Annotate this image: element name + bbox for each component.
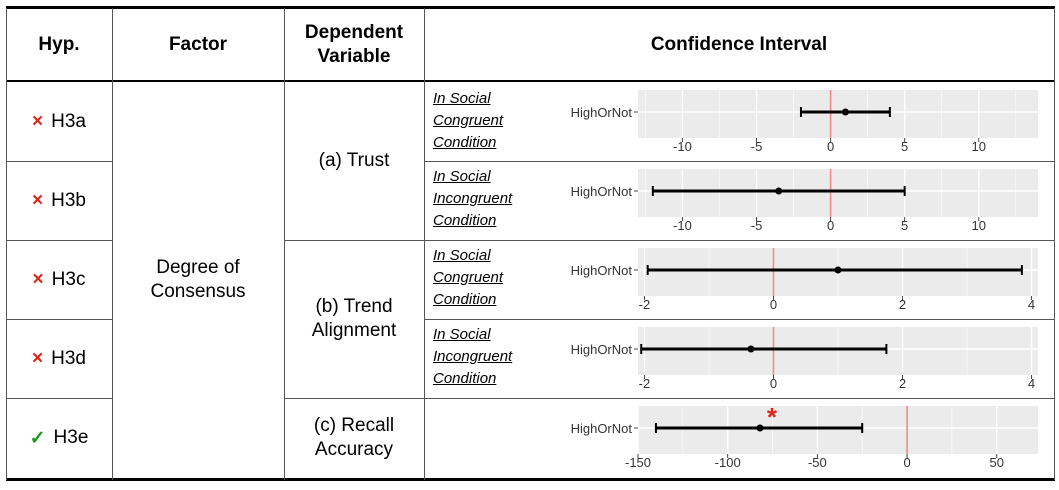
row-divider bbox=[6, 240, 112, 241]
condition-label: In Social Congruent Condition bbox=[433, 247, 504, 308]
rejected-icon: × bbox=[32, 347, 44, 369]
x-tick-label: -2 bbox=[639, 297, 651, 312]
point-estimate bbox=[747, 345, 755, 353]
point-estimate bbox=[841, 108, 849, 116]
x-tick-label: 0 bbox=[770, 376, 777, 391]
rejected-icon: × bbox=[32, 268, 44, 290]
ci-plot-svg: HighOrNot -2 0 2 4 bbox=[571, 248, 1038, 312]
plot-panel bbox=[638, 406, 1038, 454]
y-tick-label: HighOrNot bbox=[571, 105, 633, 120]
x-tick-label: 4 bbox=[1028, 297, 1035, 312]
x-tick-label: -150 bbox=[625, 455, 651, 470]
x-tick-label: 5 bbox=[901, 218, 908, 233]
ci-plot-svg: HighOrNot -2 0 2 4 bbox=[571, 327, 1038, 391]
y-tick-label: HighOrNot bbox=[571, 421, 633, 436]
ci-plot-h3b: HighOrNot -10 -5 0 5 10 bbox=[546, 167, 1038, 235]
row-divider bbox=[6, 319, 112, 320]
ci-plot-h3a: HighOrNot -10 -5 0 5 10 bbox=[546, 88, 1038, 156]
row-divider bbox=[6, 161, 112, 162]
header-bottom-rule bbox=[6, 80, 1055, 82]
point-estimate bbox=[775, 187, 783, 195]
rejected-icon: × bbox=[32, 189, 44, 211]
x-tick-label: -5 bbox=[751, 139, 763, 154]
x-tick-label: 0 bbox=[827, 218, 834, 233]
x-tick-label: 4 bbox=[1028, 376, 1035, 391]
x-tick-label: 5 bbox=[901, 139, 908, 154]
row-divider bbox=[6, 398, 112, 399]
dv-trend-alignment: (b) Trend Alignment bbox=[311, 296, 397, 341]
row-divider bbox=[284, 398, 1055, 399]
x-tick-label: -2 bbox=[639, 376, 651, 391]
condition-label: In Social Incongruent Condition bbox=[433, 168, 513, 229]
col-divider bbox=[6, 8, 7, 480]
significance-star: * bbox=[767, 402, 778, 432]
point-estimate bbox=[834, 266, 842, 274]
hyp-h3d: × H3d bbox=[32, 347, 86, 369]
condition-label: In Social Congruent Condition bbox=[433, 90, 504, 151]
x-tick-label: 10 bbox=[972, 218, 986, 233]
factor-cell: Degree of Consensus bbox=[150, 257, 246, 302]
x-tick-label: -50 bbox=[808, 455, 827, 470]
y-tick-label: HighOrNot bbox=[571, 263, 633, 278]
check-icon: ✓ bbox=[29, 427, 46, 449]
x-tick-label: 50 bbox=[990, 455, 1004, 470]
table-bottom-rule bbox=[6, 478, 1055, 481]
col-divider bbox=[284, 8, 285, 480]
hyp-h3b: × H3b bbox=[32, 189, 86, 211]
ci-plot-h3c: HighOrNot -2 0 2 4 bbox=[546, 246, 1038, 314]
x-tick-label: -10 bbox=[673, 218, 692, 233]
x-tick-label: -100 bbox=[715, 455, 741, 470]
x-tick-label: 2 bbox=[899, 376, 906, 391]
x-tick-label: 0 bbox=[903, 455, 910, 470]
dv-recall-accuracy: (c) Recall Accuracy bbox=[313, 415, 395, 460]
rejected-icon: × bbox=[32, 110, 44, 132]
y-tick-label: HighOrNot bbox=[571, 342, 633, 357]
x-tick-label: 0 bbox=[827, 139, 834, 154]
col-divider bbox=[112, 8, 113, 480]
row-divider bbox=[424, 161, 1055, 162]
x-tick-label: -10 bbox=[673, 139, 692, 154]
x-tick-label: 2 bbox=[899, 297, 906, 312]
header-dependent-variable: Dependent Variable bbox=[304, 21, 404, 67]
point-estimate bbox=[756, 424, 764, 432]
ci-plot-svg: HighOrNot -150 -100 -50 0 50 * bbox=[571, 402, 1038, 470]
col-divider bbox=[424, 8, 425, 480]
x-tick-label: 0 bbox=[770, 297, 777, 312]
condition-label: In Social Incongruent Condition bbox=[433, 326, 513, 387]
y-tick-label: HighOrNot bbox=[571, 184, 633, 199]
ci-plot-svg: HighOrNot -10 -5 0 5 10 bbox=[571, 169, 1038, 233]
dv-trust: (a) Trust bbox=[318, 150, 390, 171]
x-tick-label: -5 bbox=[751, 218, 763, 233]
hyp-h3c: × H3c bbox=[32, 268, 86, 290]
ci-plot-h3e: HighOrNot -150 -100 -50 0 50 * bbox=[546, 402, 1038, 472]
header-confidence-interval: Confidence Interval bbox=[650, 33, 828, 55]
header-factor: Factor bbox=[168, 33, 228, 55]
ci-plot-h3d: HighOrNot -2 0 2 4 bbox=[546, 325, 1038, 393]
row-divider bbox=[424, 319, 1055, 320]
table-top-rule bbox=[6, 6, 1055, 9]
plot-panel bbox=[638, 90, 1038, 138]
header-hyp: Hyp. bbox=[38, 33, 80, 55]
col-divider bbox=[1054, 8, 1055, 480]
row-divider bbox=[284, 240, 1055, 241]
hyp-h3a: × H3a bbox=[32, 110, 86, 132]
x-tick-label: 10 bbox=[972, 139, 986, 154]
plot-panel bbox=[638, 169, 1038, 217]
hyp-h3e: ✓ H3e bbox=[29, 427, 89, 449]
ci-plot-svg: HighOrNot -10 -5 0 5 10 bbox=[571, 90, 1038, 154]
